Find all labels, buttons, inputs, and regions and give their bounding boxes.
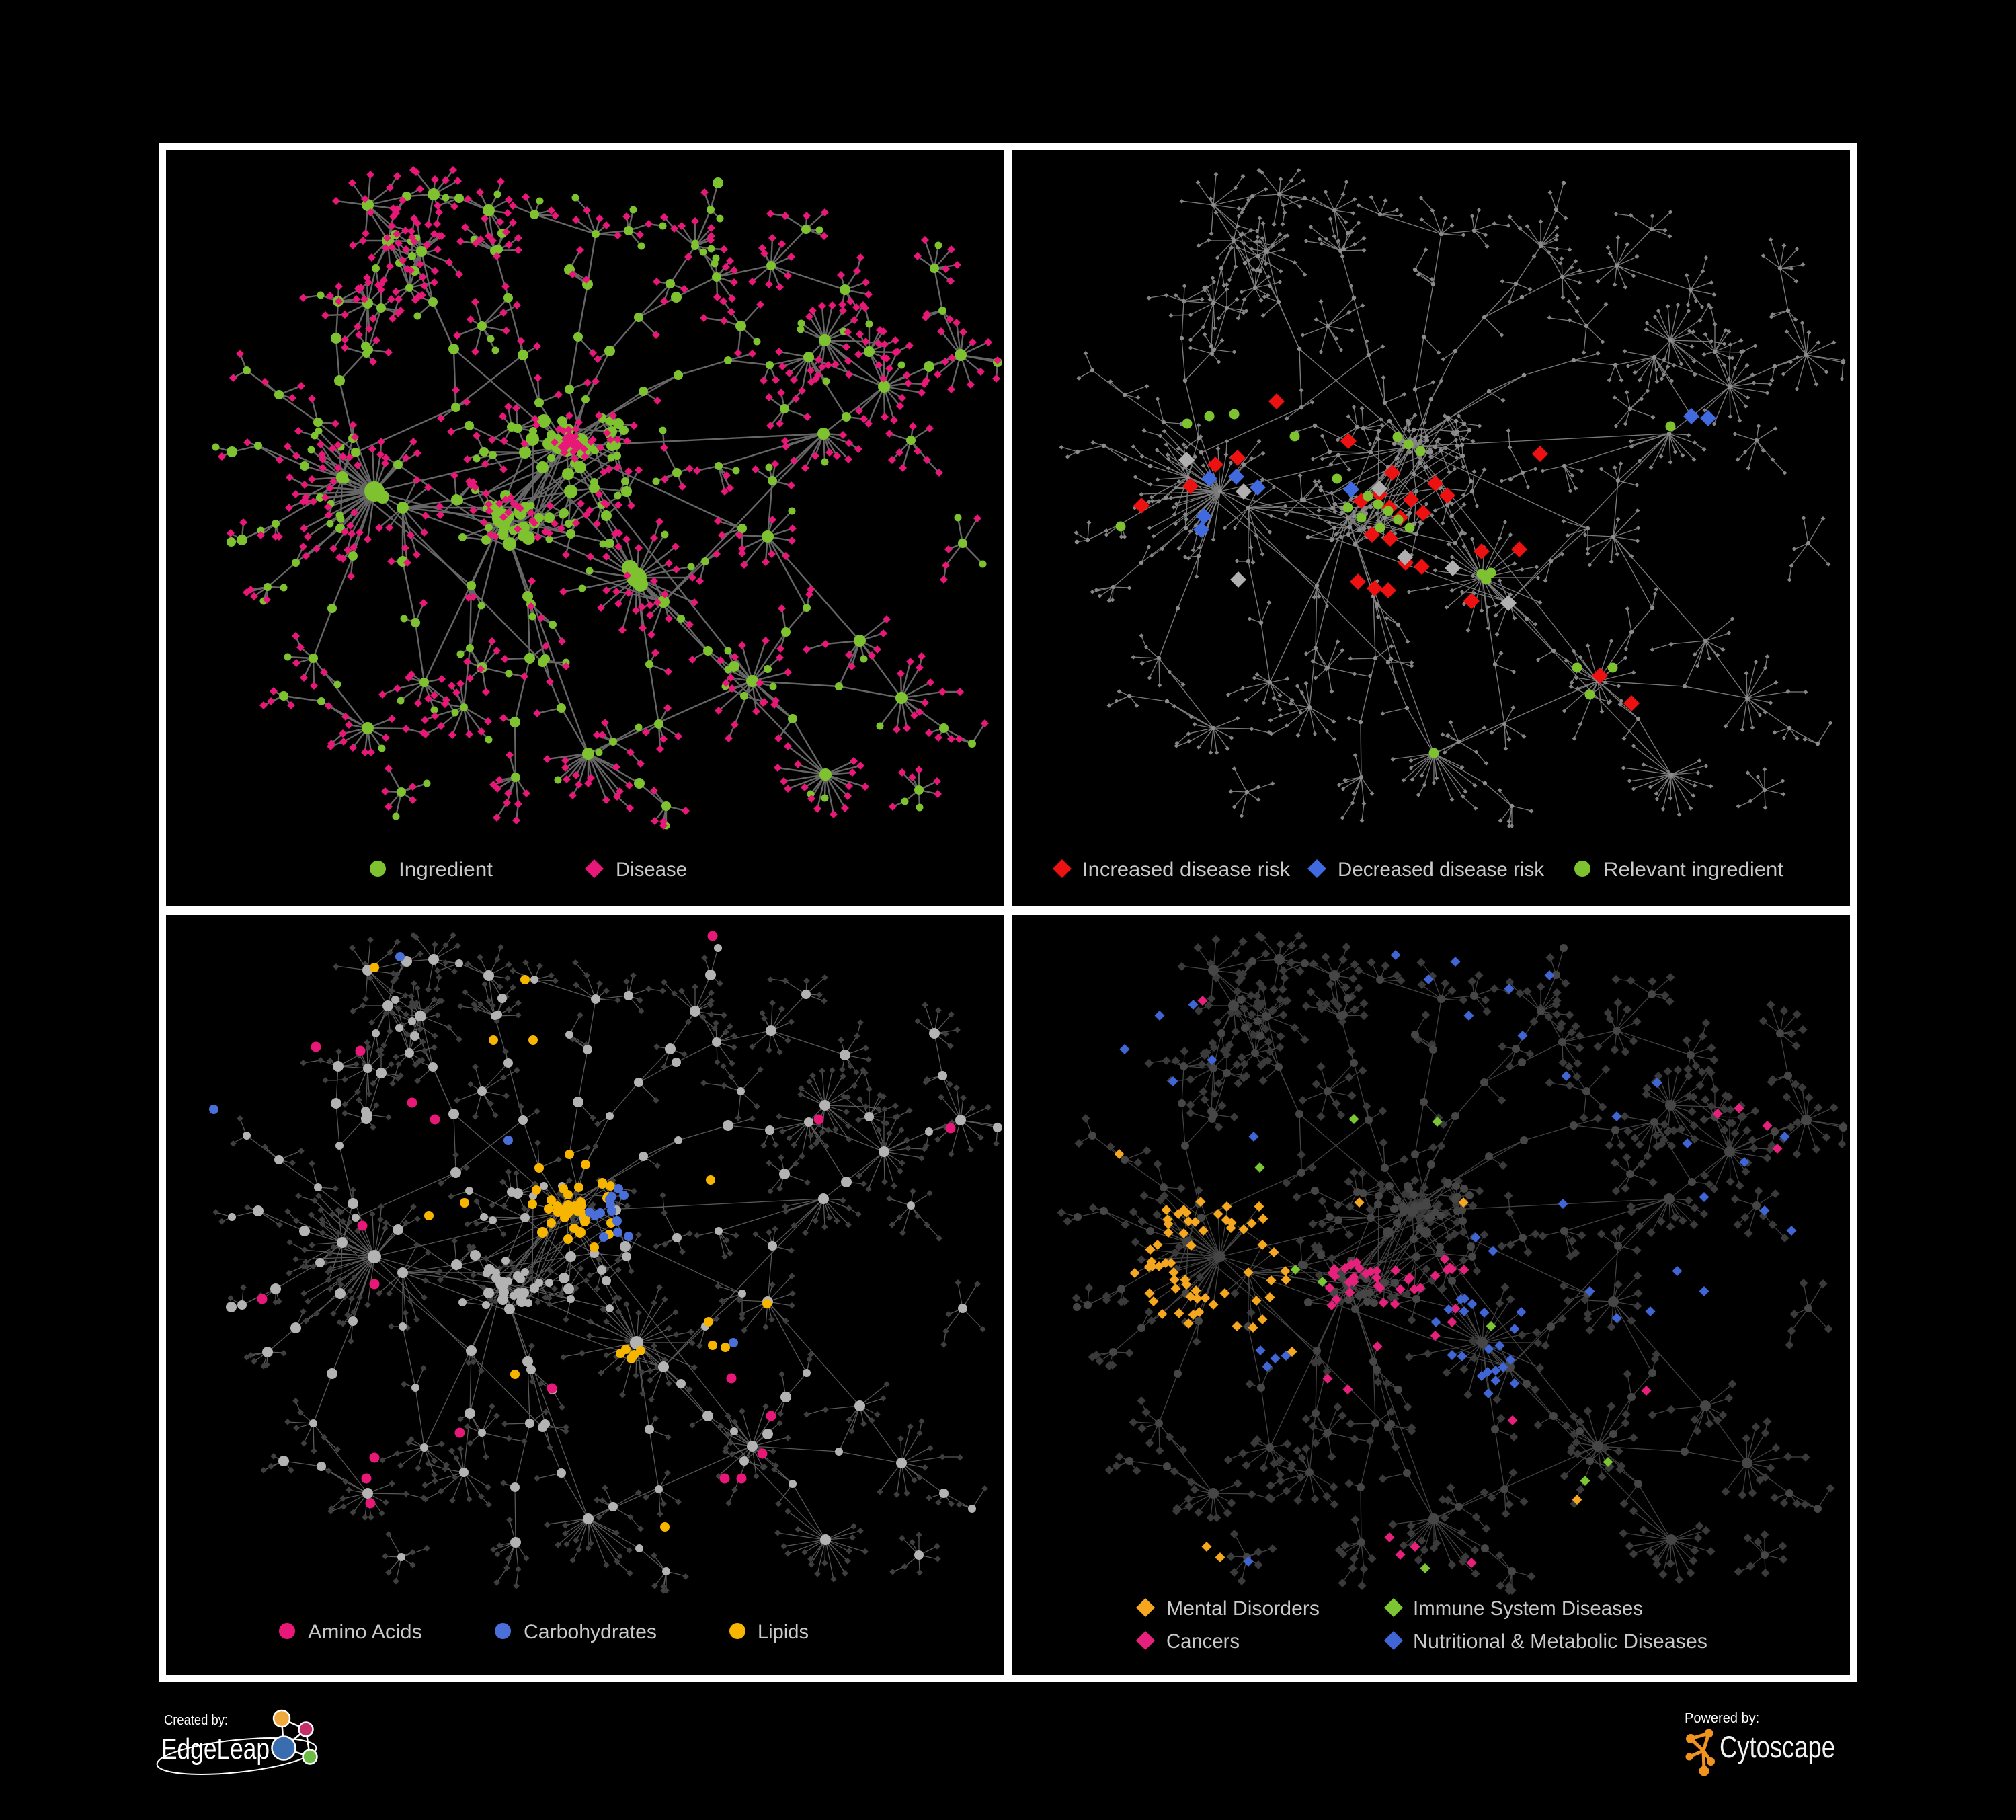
svg-text:Relevant ingredient: Relevant ingredient <box>1603 859 1784 881</box>
svg-text:EdgeLeap: EdgeLeap <box>161 1733 270 1766</box>
svg-text:Disease: Disease <box>616 859 687 881</box>
svg-text:Increased disease risk: Increased disease risk <box>1082 859 1291 881</box>
svg-text:Immune System Diseases: Immune System Diseases <box>1413 1597 1643 1620</box>
svg-text:Nutritional & Metabolic Diseas: Nutritional & Metabolic Diseases <box>1413 1630 1707 1653</box>
svg-text:Amino Acids: Amino Acids <box>308 1621 422 1643</box>
svg-text:Cancers: Cancers <box>1166 1630 1240 1653</box>
svg-text:Powered by:: Powered by: <box>1685 1711 1759 1726</box>
svg-text:Ingredient: Ingredient <box>399 859 493 881</box>
svg-text:Decreased disease risk: Decreased disease risk <box>1338 859 1545 881</box>
svg-text:Created by:: Created by: <box>164 1713 228 1728</box>
svg-text:Cytoscape: Cytoscape <box>1720 1730 1835 1764</box>
svg-text:Mental Disorders: Mental Disorders <box>1166 1597 1320 1620</box>
svg-text:Carbohydrates: Carbohydrates <box>524 1621 657 1643</box>
svg-text:Lipids: Lipids <box>758 1621 809 1643</box>
